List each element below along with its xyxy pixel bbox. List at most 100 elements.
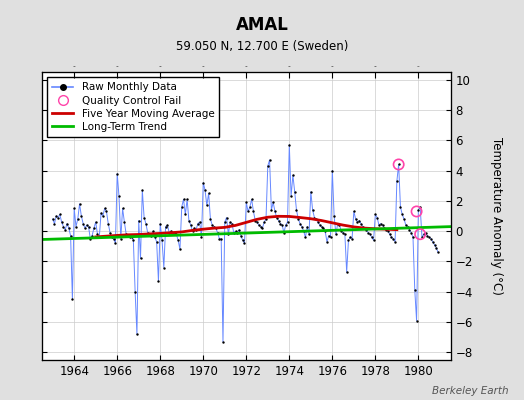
Point — [212, 225, 220, 231]
Point — [401, 222, 410, 228]
Point — [120, 219, 128, 225]
Text: AMAL: AMAL — [236, 16, 288, 34]
Point — [283, 219, 292, 225]
Point — [253, 219, 261, 225]
Point — [222, 214, 231, 221]
Point — [258, 225, 267, 231]
Point — [256, 224, 265, 230]
Point — [136, 255, 145, 262]
Point — [400, 216, 408, 222]
Point — [392, 178, 401, 184]
Point — [215, 236, 224, 242]
Point — [377, 220, 385, 227]
Point — [352, 216, 360, 222]
Point — [70, 205, 79, 212]
Point — [421, 230, 430, 236]
Point — [93, 231, 102, 237]
Point — [318, 224, 326, 230]
Point — [204, 190, 213, 196]
Point — [267, 207, 276, 213]
Point — [110, 236, 118, 242]
Point — [160, 264, 168, 271]
Point — [201, 187, 209, 194]
Point — [230, 230, 238, 236]
Point — [418, 234, 426, 240]
Point — [97, 210, 105, 216]
Point — [281, 222, 290, 228]
Point — [326, 234, 335, 240]
Point — [373, 214, 381, 221]
Point — [197, 234, 205, 240]
Point — [271, 208, 279, 215]
Point — [104, 220, 113, 227]
Point — [206, 216, 215, 222]
Point — [117, 236, 125, 242]
Point — [161, 224, 170, 230]
Point — [122, 231, 130, 237]
Point — [238, 237, 247, 244]
Point — [382, 226, 390, 233]
Point — [386, 231, 394, 237]
Point — [287, 193, 296, 200]
Point — [375, 222, 383, 228]
Point — [107, 234, 116, 240]
Point — [219, 339, 227, 345]
Point — [84, 224, 93, 230]
Point — [350, 208, 358, 215]
Point — [86, 236, 94, 242]
Point — [371, 211, 379, 218]
Point — [158, 237, 166, 244]
Point — [264, 163, 272, 169]
Point — [151, 234, 159, 240]
Point — [167, 228, 175, 234]
Text: Berkeley Earth: Berkeley Earth — [432, 386, 508, 396]
Point — [156, 220, 165, 227]
Point — [52, 213, 60, 219]
Point — [75, 201, 84, 207]
Point — [366, 231, 374, 237]
Point — [312, 216, 320, 222]
Point — [275, 217, 283, 224]
Point — [58, 219, 66, 225]
Point — [170, 230, 179, 236]
Point — [398, 211, 407, 218]
Point — [414, 207, 422, 213]
Point — [231, 228, 239, 234]
Point — [343, 269, 351, 275]
Point — [102, 208, 111, 215]
Point — [208, 222, 216, 228]
Point — [296, 220, 304, 227]
Point — [378, 222, 387, 228]
Legend: Raw Monthly Data, Quality Control Fail, Five Year Moving Average, Long-Term Tren: Raw Monthly Data, Quality Control Fail, … — [47, 77, 220, 137]
Point — [246, 204, 254, 210]
Point — [63, 220, 71, 227]
Point — [280, 230, 288, 236]
Point — [272, 214, 281, 221]
Point — [391, 238, 399, 245]
Point — [217, 236, 225, 242]
Point — [235, 226, 243, 233]
Point — [324, 232, 333, 239]
Point — [255, 222, 263, 228]
Point — [203, 202, 211, 208]
Point — [241, 240, 249, 246]
Point — [361, 225, 369, 231]
Point — [290, 188, 299, 195]
Point — [194, 220, 202, 227]
Point — [389, 236, 398, 242]
Text: 59.050 N, 12.700 E (Sweden): 59.050 N, 12.700 E (Sweden) — [176, 40, 348, 53]
Point — [127, 234, 136, 240]
Point — [147, 232, 156, 239]
Point — [319, 225, 328, 231]
Point — [199, 180, 208, 186]
Point — [260, 219, 268, 225]
Point — [141, 220, 150, 227]
Point — [333, 220, 342, 227]
Point — [118, 205, 127, 212]
Point — [79, 220, 88, 227]
Point — [144, 230, 152, 236]
Point — [412, 317, 421, 324]
Point — [367, 234, 376, 240]
Point — [179, 196, 188, 202]
Point — [396, 204, 405, 210]
